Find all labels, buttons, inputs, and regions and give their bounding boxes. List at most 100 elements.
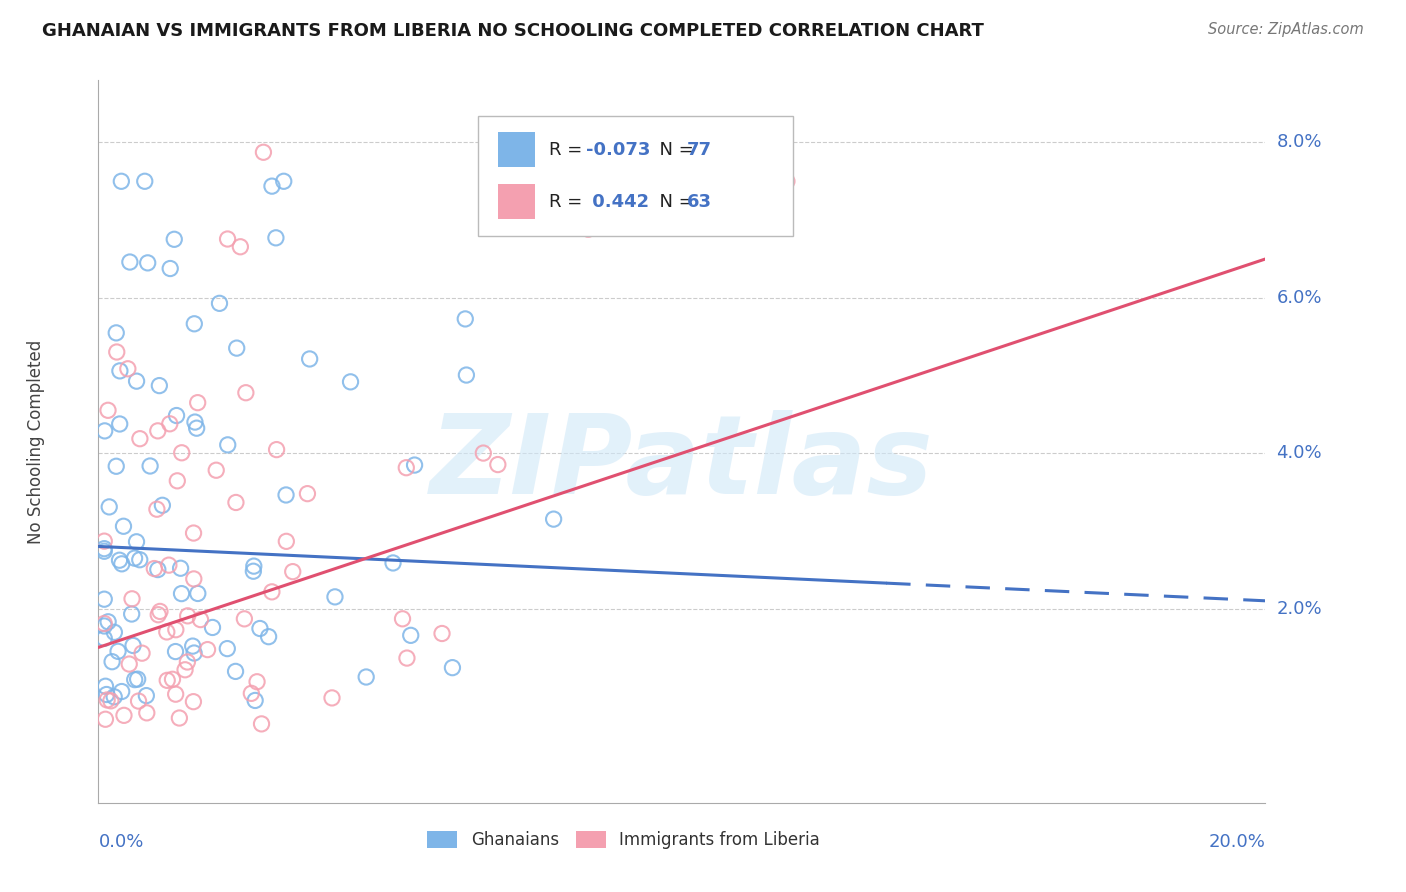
Point (125, 534, 148, 549)
Point (197, 642, 219, 657)
Point (96, 693, 118, 707)
Point (225, 341, 247, 355)
Point (127, 672, 149, 686)
Point (399, 628, 422, 642)
Text: 8.0%: 8.0% (1277, 134, 1322, 152)
Point (404, 458, 426, 472)
Point (276, 534, 298, 549)
Point (298, 351, 321, 366)
Point (139, 458, 162, 473)
FancyBboxPatch shape (498, 132, 534, 167)
Point (183, 695, 205, 709)
Point (246, 674, 269, 689)
Point (260, 179, 283, 194)
Point (148, 607, 170, 622)
Point (184, 415, 207, 429)
Point (108, 364, 131, 378)
Point (243, 693, 266, 707)
Point (250, 717, 273, 731)
Point (159, 417, 181, 431)
Point (121, 591, 143, 606)
Point (233, 612, 256, 626)
Point (382, 556, 405, 570)
Point (159, 261, 181, 276)
Point (128, 694, 150, 708)
Point (264, 231, 287, 245)
Point (273, 174, 295, 188)
Point (395, 651, 418, 665)
Point (190, 613, 212, 627)
Point (110, 174, 132, 188)
Point (235, 385, 257, 400)
Point (225, 495, 247, 509)
Point (174, 663, 197, 677)
Point (148, 378, 170, 392)
Point (165, 687, 187, 701)
Point (441, 660, 464, 674)
FancyBboxPatch shape (498, 185, 534, 219)
Point (165, 644, 187, 658)
Point (93, 632, 115, 646)
Point (354, 670, 377, 684)
Point (157, 558, 180, 573)
Point (103, 625, 125, 640)
Point (205, 463, 228, 477)
Point (94, 679, 117, 693)
Point (217, 641, 239, 656)
Point (156, 673, 179, 688)
Point (321, 690, 343, 705)
Text: 4.0%: 4.0% (1277, 444, 1322, 462)
Text: -0.073: -0.073 (586, 141, 651, 159)
Point (149, 604, 172, 618)
Point (217, 232, 239, 246)
Point (274, 488, 297, 502)
Point (100, 694, 122, 708)
Point (131, 646, 153, 660)
Text: 6.0%: 6.0% (1277, 289, 1322, 307)
Text: Source: ZipAtlas.com: Source: ZipAtlas.com (1208, 22, 1364, 37)
Point (183, 572, 205, 586)
Point (163, 232, 186, 246)
Point (187, 586, 209, 600)
Text: 0.442: 0.442 (586, 193, 650, 211)
Point (249, 622, 271, 636)
Point (156, 624, 179, 639)
Point (146, 424, 169, 438)
Text: 0.0%: 0.0% (98, 833, 143, 851)
Point (93, 619, 115, 633)
Point (260, 585, 283, 599)
Point (165, 623, 187, 637)
Point (97, 403, 120, 417)
Point (486, 458, 509, 472)
Point (183, 646, 205, 660)
Point (105, 326, 128, 340)
Point (94, 712, 117, 726)
Point (135, 706, 157, 720)
Point (128, 553, 150, 567)
Point (208, 296, 231, 310)
Point (242, 564, 264, 578)
Point (776, 174, 799, 188)
Point (118, 255, 141, 269)
Point (430, 626, 453, 640)
Point (257, 630, 280, 644)
Point (97, 615, 120, 629)
Text: No Schooling Completed: No Schooling Completed (27, 340, 45, 543)
Point (240, 686, 263, 700)
Point (186, 421, 208, 435)
Point (229, 240, 252, 254)
Point (323, 590, 346, 604)
Point (217, 438, 239, 452)
Text: ZIPatlas: ZIPatlas (430, 409, 934, 516)
Point (117, 361, 139, 376)
Point (243, 559, 266, 574)
Text: 20.0%: 20.0% (1209, 833, 1265, 851)
Point (143, 561, 166, 575)
Point (252, 145, 274, 160)
Point (103, 690, 125, 704)
Point (395, 460, 418, 475)
Point (93, 424, 115, 438)
Point (112, 519, 135, 533)
Point (176, 655, 198, 669)
Point (162, 673, 184, 687)
